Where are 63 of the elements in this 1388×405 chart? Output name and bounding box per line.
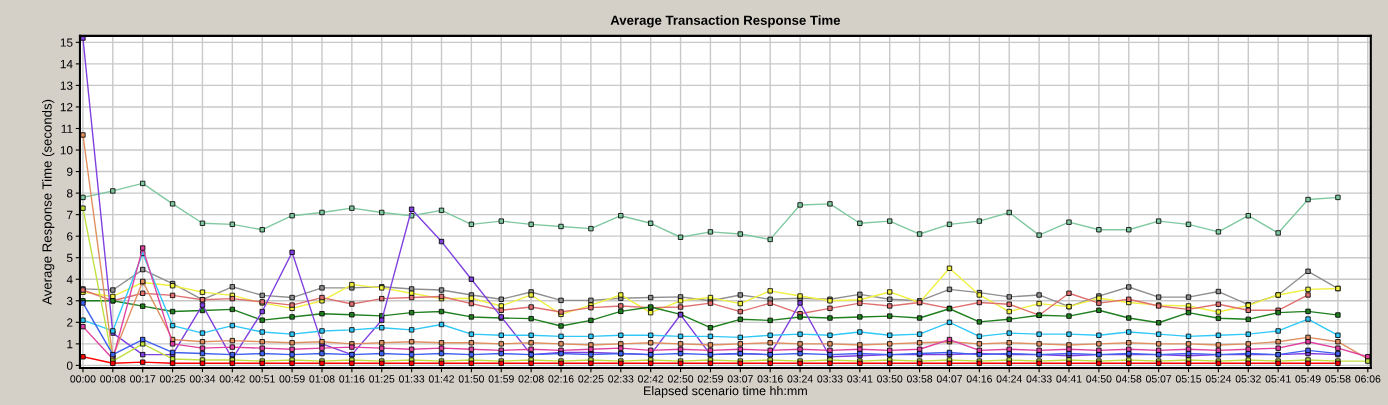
y-tick-label: 9 [66,167,73,176]
x-tick-label: 01:50 [458,375,485,383]
x-tick-label: 02:25 [578,375,604,383]
x-tick-label: 04:41 [1056,375,1082,383]
x-tick-label: 04:16 [966,375,992,383]
x-tick-label: 00:34 [189,375,216,383]
x-tick-label: 03:58 [906,375,933,383]
x-tick-label: 02:59 [697,375,723,383]
x-tick-label: 04:07 [936,375,962,383]
y-tick-label: 15 [60,38,73,47]
x-tick-label: 02:33 [608,375,634,383]
x-tick-label: 00:08 [100,375,126,383]
x-tick-label: 05:41 [1265,375,1291,383]
x-tick-label: 00:00 [70,375,96,383]
x-tick-label: 03:24 [787,375,813,383]
y-tick-label: 0 [66,361,73,370]
y-tick-label: 12 [60,102,73,112]
x-tick-label: 00:17 [130,375,156,383]
x-tick-label: 03:41 [847,375,873,383]
y-tick-label: 1 [67,340,73,349]
x-tick-label: 04:58 [1116,375,1142,383]
chart-title: Average Transaction Response Time [610,15,841,28]
x-tick-label: 02:42 [638,375,664,383]
x-tick-label: 06:06 [1355,375,1381,383]
x-tick-label: 01:16 [339,375,365,383]
x-tick-label: 01:59 [488,375,514,383]
y-tick-label: 2 [67,318,73,327]
y-tick-label: 6 [67,232,73,241]
x-tick-label: 00:51 [249,375,275,383]
y-tick-label: 4 [66,275,73,284]
x-tick-label: 03:33 [817,375,843,383]
x-tick-label: 01:33 [399,375,425,383]
x-tick-label: 01:08 [309,375,335,383]
x-tick-label: 02:08 [518,375,544,383]
y-tick-label: 8 [66,189,73,198]
y-tick-label: 14 [60,60,73,69]
x-tick-label: 01:25 [369,375,395,383]
x-tick-label: 00:42 [219,375,245,383]
x-tick-label: 05:58 [1325,375,1351,383]
y-tick-label: 11 [61,124,73,133]
x-tick-label: 01:42 [428,375,455,383]
x-tick-label: 00:59 [279,375,305,383]
x-tick-label: 05:15 [1175,375,1202,383]
y-tick-label: 5 [66,253,73,263]
x-tick-label: 03:50 [877,375,903,383]
x-tick-label: 05:32 [1235,375,1261,383]
y-tick-label: 10 [60,146,73,155]
x-axis-title: Elapsed scenario time hh:mm [644,386,807,398]
y-tick-label: 13 [60,81,73,90]
x-tick-label: 04:50 [1086,375,1112,383]
x-tick-label: 04:33 [1026,375,1052,383]
x-tick-label: 00:25 [159,375,186,383]
x-tick-label: 02:50 [667,375,694,383]
x-tick-label: 05:24 [1205,375,1232,383]
x-tick-label: 05:49 [1295,375,1321,383]
x-tick-label: 03:07 [727,375,753,383]
x-tick-label: 05:07 [1146,375,1172,383]
y-tick-label: 7 [67,210,73,219]
x-tick-label: 03:16 [757,375,783,383]
x-tick-label: 02:16 [548,375,574,383]
y-axis-title: Average Response Time (seconds) [42,99,55,305]
y-tick-label: 3 [66,296,73,306]
x-tick-label: 04:24 [996,375,1022,383]
